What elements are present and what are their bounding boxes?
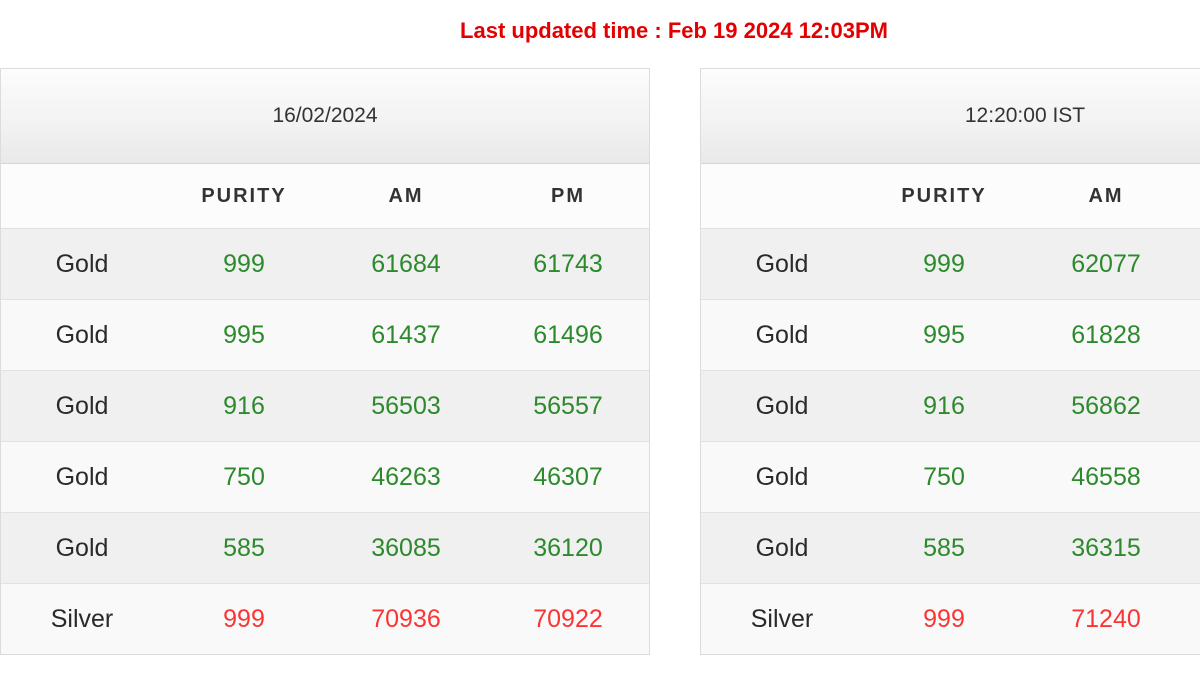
column-header-row: PURITY AM [701,164,1200,229]
metal-cell: Gold [1,441,163,513]
am-cell: 62077 [1025,228,1187,300]
clipped-cell [1187,441,1200,513]
table-row: Gold 916 56503 56557 [1,370,649,442]
clipped-cell [1187,584,1200,655]
column-header-purity: PURITY [863,164,1025,229]
column-header-pm: PM [487,164,649,229]
column-header-row: PURITY AM PM [1,164,649,229]
rate-table-live: 12:20:00 IST PURITY AM Gold 999 62077 [700,68,1200,655]
table-row: Gold 999 61684 61743 [1,228,649,300]
column-header-clipped [1187,164,1200,229]
am-cell: 61437 [325,299,487,371]
metal-cell: Gold [701,512,863,584]
rate-table-date: 16/02/2024 PURITY AM PM Gold 999 61684 [0,68,650,655]
am-cell: 61828 [1025,299,1187,371]
purity-cell: 916 [163,370,325,442]
purity-cell: 999 [163,228,325,300]
am-cell: 46558 [1025,441,1187,513]
table-caption-date: 16/02/2024 [1,69,649,164]
clipped-cell [1187,512,1200,584]
rates-table: PURITY AM Gold 999 62077 Gold 995 [701,164,1200,654]
am-cell: 71240 [1071,604,1141,633]
metal-cell: Gold [701,370,863,442]
purity-cell: 995 [863,299,1025,371]
purity-cell: 999 [863,228,1025,300]
purity-cell: 999 [923,604,965,633]
pm-cell: 61496 [487,299,649,371]
metal-cell: Gold [1,299,163,371]
last-updated-banner: Last updated time : Feb 19 2024 12:03PM [460,18,888,43]
metal-cell: Gold [701,299,863,371]
purity-cell: 750 [863,441,1025,513]
purity-cell: 999 [223,604,265,633]
pm-cell: 56557 [487,370,649,442]
column-header-purity: PURITY [163,164,325,229]
table-row: Gold 585 36315 [701,512,1200,584]
am-cell: 56862 [1025,370,1187,442]
column-header-am: AM [1025,164,1187,229]
table-caption-time: 12:20:00 IST [701,69,1200,164]
clipped-cell [1187,299,1200,371]
am-cell: 56503 [325,370,487,442]
table-row: Gold 995 61437 61496 [1,299,649,371]
clipped-cell [1187,228,1200,300]
clipped-cell [1187,370,1200,442]
purity-cell: 995 [163,299,325,371]
am-cell: 46263 [325,441,487,513]
purity-cell: 916 [863,370,1025,442]
table-row: Gold 585 36085 36120 [1,512,649,584]
metal-cell: Gold [1,370,163,442]
table-row: Silver 999 71240 [701,583,1200,655]
metal-cell: Gold [701,228,863,300]
column-header-am: AM [325,164,487,229]
table-row: Silver 999 70936 70922 [1,583,649,654]
metal-cell: Silver [50,604,114,633]
metal-cell: Gold [1,512,163,584]
am-cell: 36315 [1025,512,1187,584]
column-header-metal [1,164,163,229]
table-row: Gold 916 56862 [701,370,1200,442]
metal-cell: Gold [701,441,863,513]
pm-cell: 36120 [487,512,649,584]
metal-cell: Silver [750,604,814,633]
table-row: Gold 995 61828 [701,299,1200,371]
purity-cell: 750 [163,441,325,513]
table-row: Gold 750 46558 [701,441,1200,513]
am-cell: 36085 [325,512,487,584]
am-cell: 70936 [371,604,441,633]
rate-tables-container: 16/02/2024 PURITY AM PM Gold 999 61684 [0,68,1200,655]
purity-cell: 585 [163,512,325,584]
rates-table: PURITY AM PM Gold 999 61684 61743 Gold 9… [1,164,649,654]
column-header-metal [701,164,863,229]
pm-cell: 61743 [487,228,649,300]
purity-cell: 585 [863,512,1025,584]
metal-cell: Gold [1,228,163,300]
am-cell: 61684 [325,228,487,300]
table-row: Gold 750 46263 46307 [1,441,649,513]
page-content: Last updated time : Feb 19 2024 12:03PM … [0,19,1200,655]
table-row: Gold 999 62077 [701,228,1200,300]
pm-cell: 46307 [487,441,649,513]
pm-cell: 70922 [533,604,603,633]
